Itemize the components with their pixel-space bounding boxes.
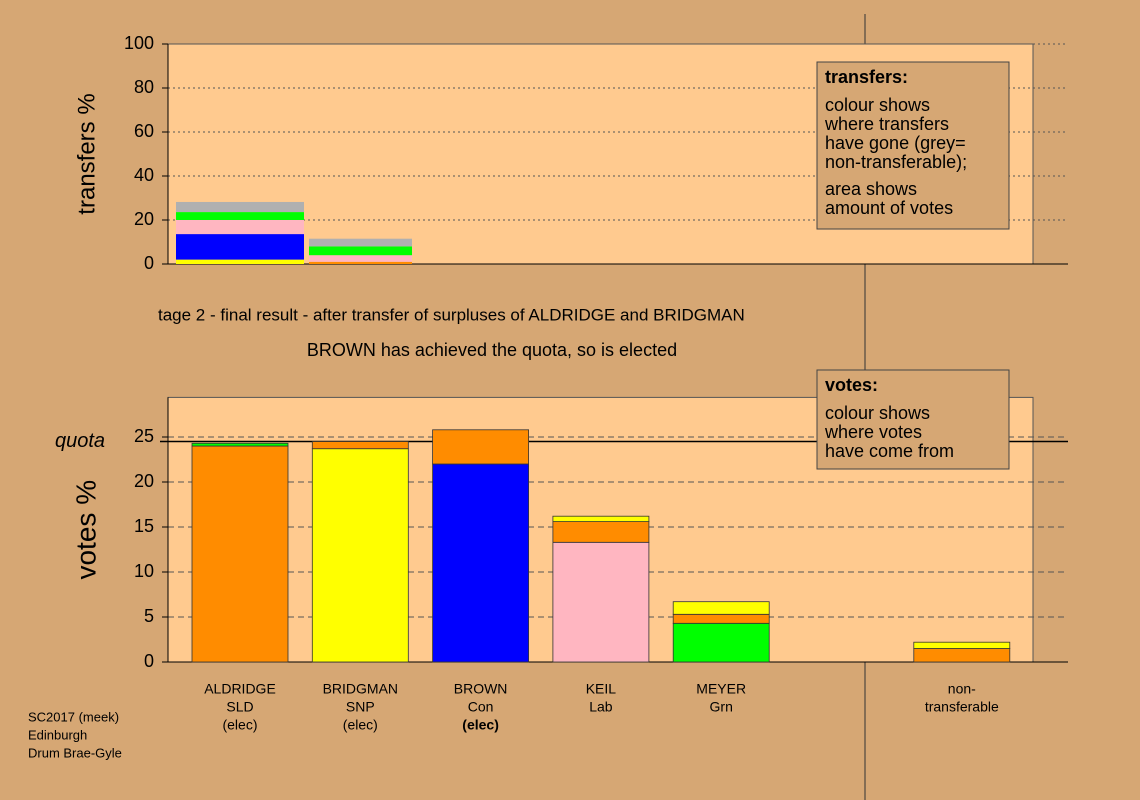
y-tick-label: 25 bbox=[134, 426, 154, 446]
x-tick-label: transferable bbox=[925, 699, 999, 715]
subtitle: tage 2 - final result - after transfer o… bbox=[158, 305, 745, 324]
annotation-text: non-transferable); bbox=[825, 152, 967, 172]
x-tick-label: KEIL bbox=[586, 681, 617, 697]
x-tick-label: SLD bbox=[226, 699, 253, 715]
annotation-text: amount of votes bbox=[825, 198, 953, 218]
y-tick-label: 80 bbox=[134, 77, 154, 97]
bar-segment bbox=[191, 442, 289, 447]
bar-segment bbox=[176, 259, 304, 264]
y-tick-label: 10 bbox=[134, 561, 154, 581]
x-tick-label: ALDRIDGE bbox=[204, 681, 276, 697]
bar-segment bbox=[672, 622, 770, 663]
x-tick-label: Grn bbox=[710, 699, 733, 715]
x-tick-label: BRIDGMAN bbox=[323, 681, 398, 697]
annotation-title: votes: bbox=[825, 375, 878, 395]
bar-segment bbox=[309, 246, 412, 256]
bar-segment bbox=[913, 648, 1011, 663]
annotation-text: have gone (grey= bbox=[825, 133, 966, 153]
quota-label: quota bbox=[55, 430, 105, 452]
x-tick-label: (elec) bbox=[462, 717, 499, 733]
bar-segment bbox=[191, 445, 289, 663]
y-tick-label: 20 bbox=[134, 471, 154, 491]
x-tick-label: (elec) bbox=[222, 717, 257, 733]
bar-segment bbox=[309, 238, 412, 247]
bar-segment bbox=[672, 601, 770, 615]
x-tick-label: BROWN bbox=[454, 681, 508, 697]
annotation-text: where votes bbox=[824, 422, 922, 442]
bar-segment bbox=[176, 220, 304, 235]
y-tick-label: 5 bbox=[144, 606, 154, 626]
y-axis-label: votes % bbox=[70, 480, 101, 580]
bar-segment bbox=[176, 201, 304, 213]
footer-text: Drum Brae-Gyle bbox=[28, 745, 122, 760]
footer-text: SC2017 (meek) bbox=[28, 709, 119, 724]
x-tick-label: SNP bbox=[346, 699, 375, 715]
annotation-box bbox=[816, 369, 1010, 470]
bar-segment bbox=[552, 521, 650, 543]
bar-segment bbox=[552, 541, 650, 663]
y-tick-label: 0 bbox=[144, 253, 154, 273]
note: BROWN has achieved the quota, so is elec… bbox=[307, 340, 677, 360]
x-tick-label: Con bbox=[468, 699, 494, 715]
y-tick-label: 15 bbox=[134, 516, 154, 536]
x-tick-label: non- bbox=[948, 681, 976, 697]
bar-segment bbox=[672, 613, 770, 624]
bar-segment bbox=[176, 234, 304, 260]
annotation-text: area shows bbox=[825, 179, 917, 199]
annotation-text: colour shows bbox=[825, 403, 930, 423]
bar-segment bbox=[311, 448, 409, 663]
bar-segment bbox=[309, 261, 412, 264]
bar-segment bbox=[311, 441, 409, 450]
y-tick-label: 40 bbox=[134, 165, 154, 185]
x-tick-label: MEYER bbox=[696, 681, 746, 697]
bar-segment bbox=[913, 641, 1011, 649]
bar-segment bbox=[432, 463, 530, 663]
annotation-text: where transfers bbox=[824, 114, 949, 134]
y-tick-label: 20 bbox=[134, 209, 154, 229]
bar-segment bbox=[432, 429, 530, 465]
annotation-text: have come from bbox=[825, 441, 954, 461]
annotation-title: transfers: bbox=[825, 67, 908, 87]
bar-segment bbox=[309, 255, 412, 262]
y-tick-label: 0 bbox=[144, 651, 154, 671]
y-tick-label: 60 bbox=[134, 121, 154, 141]
bar-segment bbox=[176, 212, 304, 220]
footer-text: Edinburgh bbox=[28, 727, 87, 742]
y-tick-label: 100 bbox=[124, 33, 154, 53]
x-tick-label: Lab bbox=[589, 699, 613, 715]
x-tick-label: (elec) bbox=[343, 717, 378, 733]
annotation-box bbox=[816, 61, 1010, 230]
bar-segment bbox=[552, 515, 650, 523]
annotation-text: colour shows bbox=[825, 95, 930, 115]
y-axis-label: transfers % bbox=[73, 93, 100, 214]
